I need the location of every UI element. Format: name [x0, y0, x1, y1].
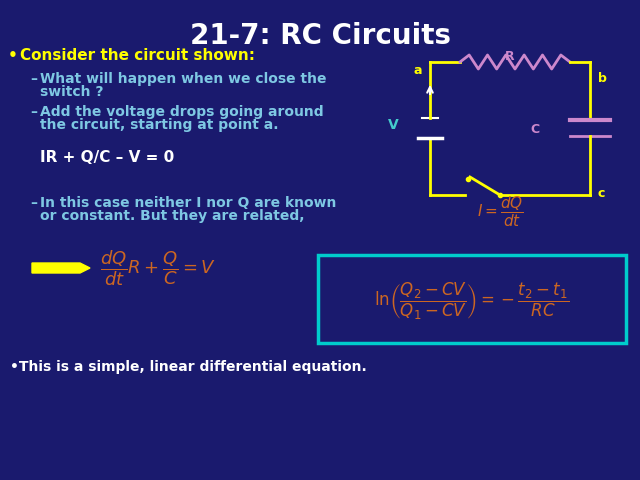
Text: 21-7: RC Circuits: 21-7: RC Circuits: [189, 22, 451, 50]
Text: switch ?: switch ?: [40, 85, 104, 99]
Text: b: b: [598, 72, 607, 85]
Text: a: a: [413, 64, 422, 77]
Text: V: V: [388, 118, 399, 132]
Text: –: –: [30, 196, 37, 210]
Text: –: –: [30, 72, 37, 86]
Text: •This is a simple, linear differential equation.: •This is a simple, linear differential e…: [10, 360, 367, 374]
Text: IR + Q/C – V = 0: IR + Q/C – V = 0: [40, 150, 174, 165]
Text: C: C: [530, 123, 539, 136]
Text: In this case neither I nor Q are known: In this case neither I nor Q are known: [40, 196, 337, 210]
Text: $\ln\!\left(\dfrac{Q_2 - CV}{Q_1 - CV}\right) = -\dfrac{t_2 - t_1}{RC}$: $\ln\!\left(\dfrac{Q_2 - CV}{Q_1 - CV}\r…: [374, 280, 570, 322]
Text: $I = \dfrac{dQ}{dt}$: $I = \dfrac{dQ}{dt}$: [477, 194, 524, 229]
Text: Add the voltage drops going around: Add the voltage drops going around: [40, 105, 324, 119]
Text: What will happen when we close the: What will happen when we close the: [40, 72, 326, 86]
Text: –: –: [30, 105, 37, 119]
FancyArrow shape: [32, 263, 90, 273]
Text: $\dfrac{dQ}{dt}R + \dfrac{Q}{C} = V$: $\dfrac{dQ}{dt}R + \dfrac{Q}{C} = V$: [100, 248, 216, 288]
Text: c: c: [598, 187, 605, 200]
Text: Consider the circuit shown:: Consider the circuit shown:: [20, 48, 255, 63]
Text: or constant. But they are related,: or constant. But they are related,: [40, 209, 305, 223]
Text: R: R: [505, 50, 515, 63]
Text: •: •: [8, 48, 18, 63]
Bar: [318, 255, 626, 343]
Text: the circuit, starting at point a.: the circuit, starting at point a.: [40, 118, 278, 132]
